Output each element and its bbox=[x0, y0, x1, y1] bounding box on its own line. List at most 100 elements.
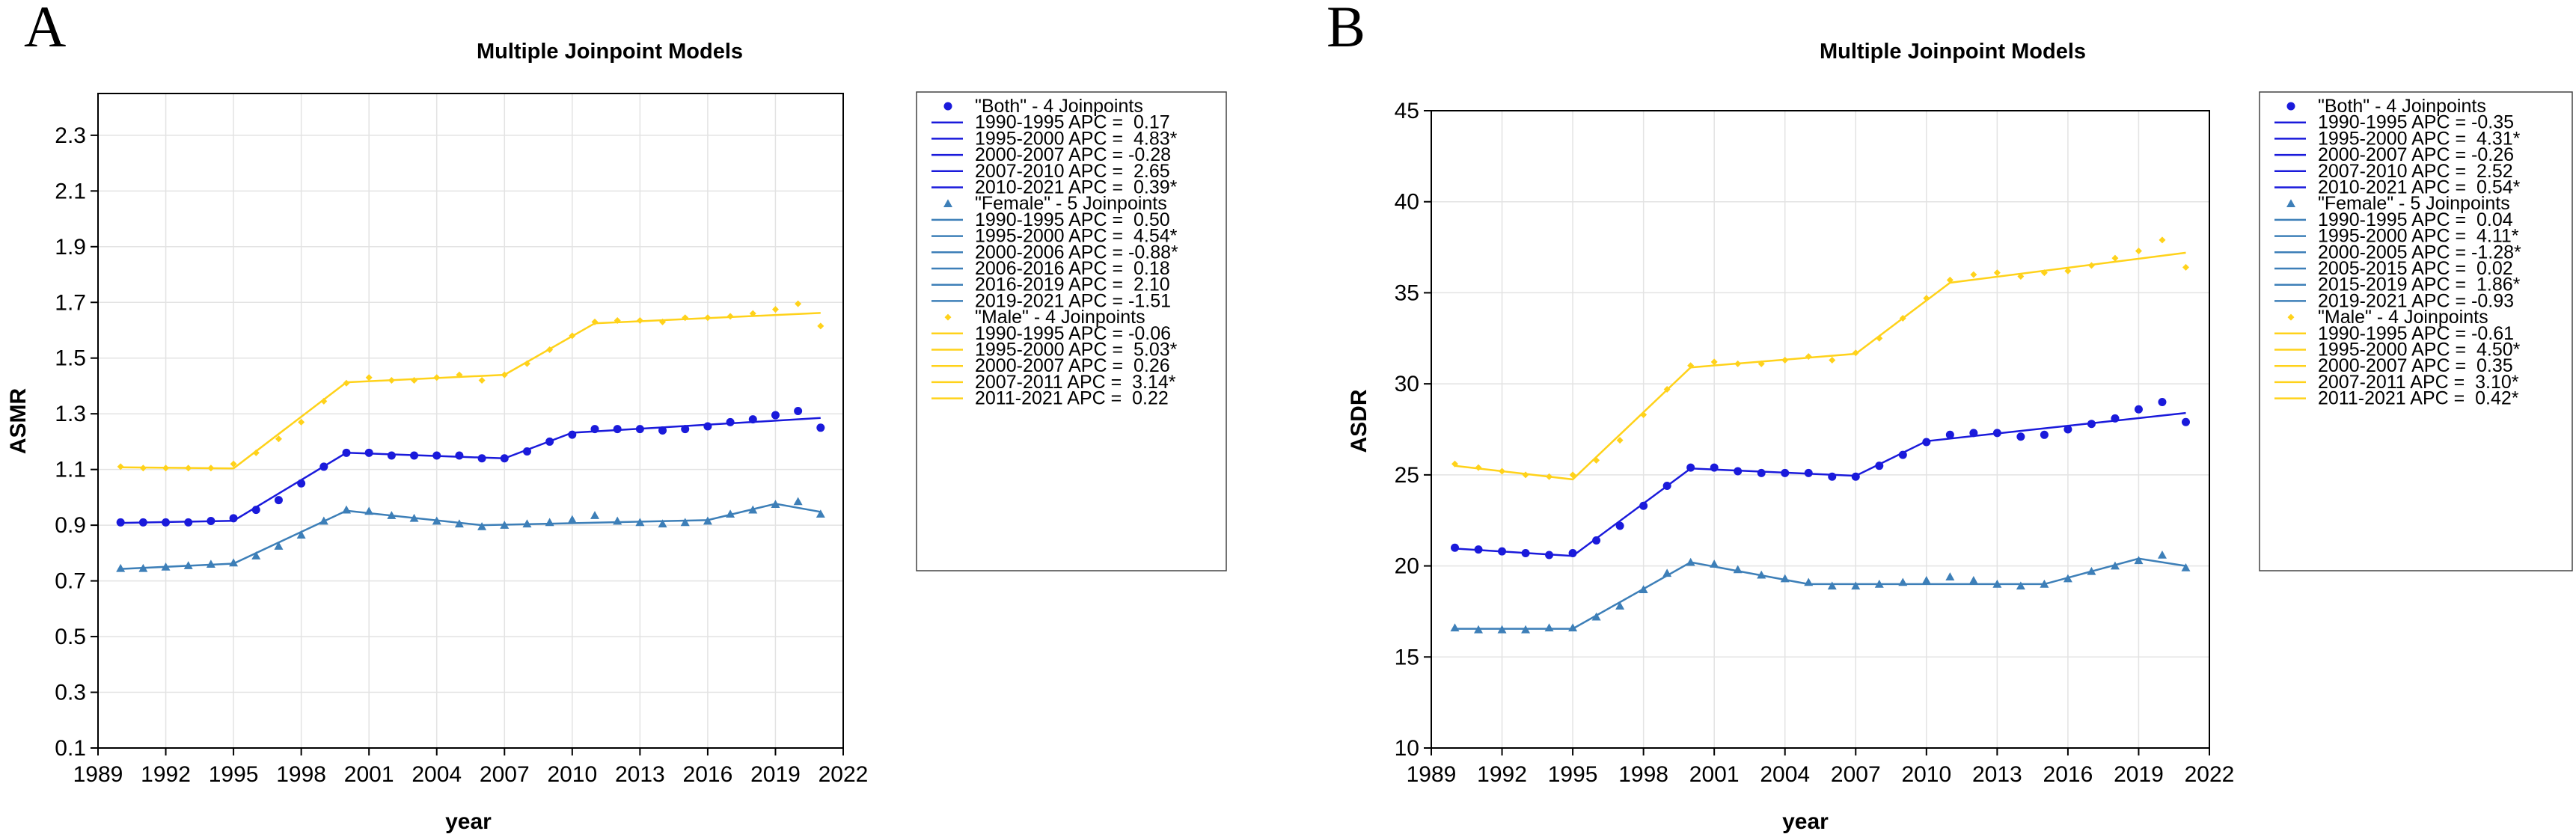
data-point-series-2 bbox=[365, 374, 373, 381]
data-point-series-1 bbox=[2181, 563, 2191, 571]
data-point-series-2 bbox=[230, 460, 237, 467]
data-point-series-0 bbox=[1639, 501, 1648, 510]
data-point-series-0 bbox=[477, 454, 486, 463]
fit-line-series-0 bbox=[120, 417, 821, 524]
data-point-series-2 bbox=[795, 300, 802, 307]
data-point-series-0 bbox=[364, 448, 373, 457]
data-point-series-0 bbox=[1451, 543, 1460, 552]
data-point-series-1 bbox=[1686, 557, 1695, 566]
x-tick-label: 2019 bbox=[750, 762, 801, 787]
data-point-series-1 bbox=[1521, 625, 1531, 634]
y-tick-label: 20 bbox=[1395, 554, 1419, 579]
data-point-series-2 bbox=[139, 465, 147, 472]
data-point-series-2 bbox=[2017, 273, 2025, 280]
y-tick-label: 1.5 bbox=[55, 346, 86, 371]
legend-segment-label: 2000-2005 APC = -1.28* bbox=[2318, 242, 2521, 263]
data-point-series-1 bbox=[500, 521, 510, 529]
legend-segment-label: 2016-2019 APC = 2.10 bbox=[975, 275, 1170, 295]
data-point-series-0 bbox=[2181, 417, 2190, 426]
data-point-series-0 bbox=[816, 423, 825, 432]
legend-segment-label: 1990-1995 APC = 0.17 bbox=[975, 112, 1170, 133]
data-point-series-2 bbox=[207, 465, 215, 472]
data-point-series-0 bbox=[1615, 521, 1624, 530]
data-point-series-1 bbox=[1780, 574, 1790, 583]
data-point-series-1 bbox=[1544, 623, 1554, 632]
y-tick-label: 45 bbox=[1395, 99, 1419, 123]
legend-box bbox=[2259, 91, 2573, 571]
x-tick-label: 2022 bbox=[2185, 762, 2235, 787]
data-point-series-2 bbox=[569, 332, 576, 340]
data-point-series-1 bbox=[771, 500, 780, 509]
legend-marker bbox=[943, 199, 952, 207]
x-axis-label: year bbox=[445, 809, 492, 834]
data-point-series-1 bbox=[138, 563, 148, 572]
data-point-series-2 bbox=[1899, 315, 1906, 322]
data-point-series-2 bbox=[478, 377, 486, 384]
data-point-series-1 bbox=[816, 509, 825, 518]
data-point-series-1 bbox=[1733, 565, 1743, 574]
y-tick-label: 1.3 bbox=[55, 402, 86, 426]
data-point-series-2 bbox=[411, 377, 418, 384]
panel-a: A Multiple Joinpoint Models ASMR year 19… bbox=[6, 0, 1227, 834]
legend-segment-label: 2006-2016 APC = 0.18 bbox=[975, 258, 1170, 279]
y-tick-label: 40 bbox=[1395, 190, 1419, 215]
legend-segment-label: 2010-2021 APC = 0.54* bbox=[2318, 177, 2521, 198]
data-point-series-1 bbox=[1804, 577, 1814, 586]
x-tick-label: 2004 bbox=[1760, 762, 1810, 787]
data-point-series-0 bbox=[613, 425, 622, 434]
data-point-series-1 bbox=[703, 516, 712, 525]
data-point-series-1 bbox=[2063, 574, 2072, 583]
legend-segment-label: 2007-2011 APC = 3.14* bbox=[975, 372, 1176, 393]
legend-segment-label: 2011-2021 APC = 0.22 bbox=[975, 388, 1169, 409]
data-point-series-0 bbox=[229, 514, 238, 523]
data-point-series-2 bbox=[2182, 263, 2189, 271]
data-point-series-2 bbox=[1923, 295, 1930, 302]
data-point-series-0 bbox=[1498, 547, 1507, 556]
data-point-series-1 bbox=[409, 513, 419, 522]
data-point-series-0 bbox=[2111, 414, 2120, 423]
data-point-series-1 bbox=[2040, 579, 2049, 588]
data-point-series-1 bbox=[726, 509, 735, 518]
data-point-series-1 bbox=[432, 516, 441, 525]
data-point-series-0 bbox=[1898, 450, 1907, 459]
legend-segment-label: 1995-2000 APC = 4.83* bbox=[975, 128, 1178, 149]
data-point-series-2 bbox=[501, 371, 508, 378]
data-point-series-1 bbox=[2016, 581, 2025, 590]
data-point-series-2 bbox=[704, 314, 712, 322]
x-tick-label: 1995 bbox=[209, 762, 259, 787]
data-point-series-0 bbox=[319, 462, 328, 471]
data-point-series-0 bbox=[1781, 468, 1790, 477]
data-point-series-2 bbox=[1616, 437, 1624, 444]
legend-segment-label: 2019-2021 APC = -0.93 bbox=[2318, 290, 2514, 311]
data-point-series-1 bbox=[1568, 623, 1578, 632]
data-point-series-2 bbox=[343, 379, 350, 387]
data-point-series-2 bbox=[636, 316, 643, 324]
data-point-series-2 bbox=[546, 346, 554, 354]
data-point-series-2 bbox=[2064, 267, 2072, 275]
data-point-series-0 bbox=[1992, 429, 2001, 438]
data-point-series-1 bbox=[1874, 579, 1884, 588]
data-point-series-2 bbox=[2111, 254, 2119, 262]
data-point-series-2 bbox=[817, 322, 824, 330]
legend-series-label: "Both" - 4 Joinpoints bbox=[2318, 96, 2486, 117]
data-point-series-1 bbox=[2110, 561, 2120, 570]
data-point-series-0 bbox=[2063, 425, 2072, 434]
y-tick-label: 0.1 bbox=[55, 736, 86, 761]
x-tick-label: 1992 bbox=[1477, 762, 1527, 787]
data-point-series-2 bbox=[1569, 471, 1576, 479]
data-point-series-1 bbox=[2087, 566, 2096, 575]
panel-letter-a: A bbox=[24, 0, 66, 59]
legend-segment-label: 2007-2011 APC = 3.10* bbox=[2318, 372, 2519, 393]
data-point-series-2 bbox=[1475, 464, 1482, 471]
data-point-series-1 bbox=[545, 518, 554, 527]
data-point-series-0 bbox=[432, 451, 441, 460]
data-point-series-2 bbox=[1946, 276, 1954, 283]
data-point-series-0 bbox=[1568, 549, 1577, 558]
x-tick-label: 2001 bbox=[344, 762, 394, 787]
y-tick-label: 35 bbox=[1395, 280, 1419, 305]
data-point-series-2 bbox=[2159, 236, 2166, 244]
data-point-series-1 bbox=[229, 558, 239, 567]
data-point-series-1 bbox=[387, 511, 397, 519]
y-tick-label: 15 bbox=[1395, 645, 1419, 669]
data-point-series-0 bbox=[635, 425, 644, 434]
